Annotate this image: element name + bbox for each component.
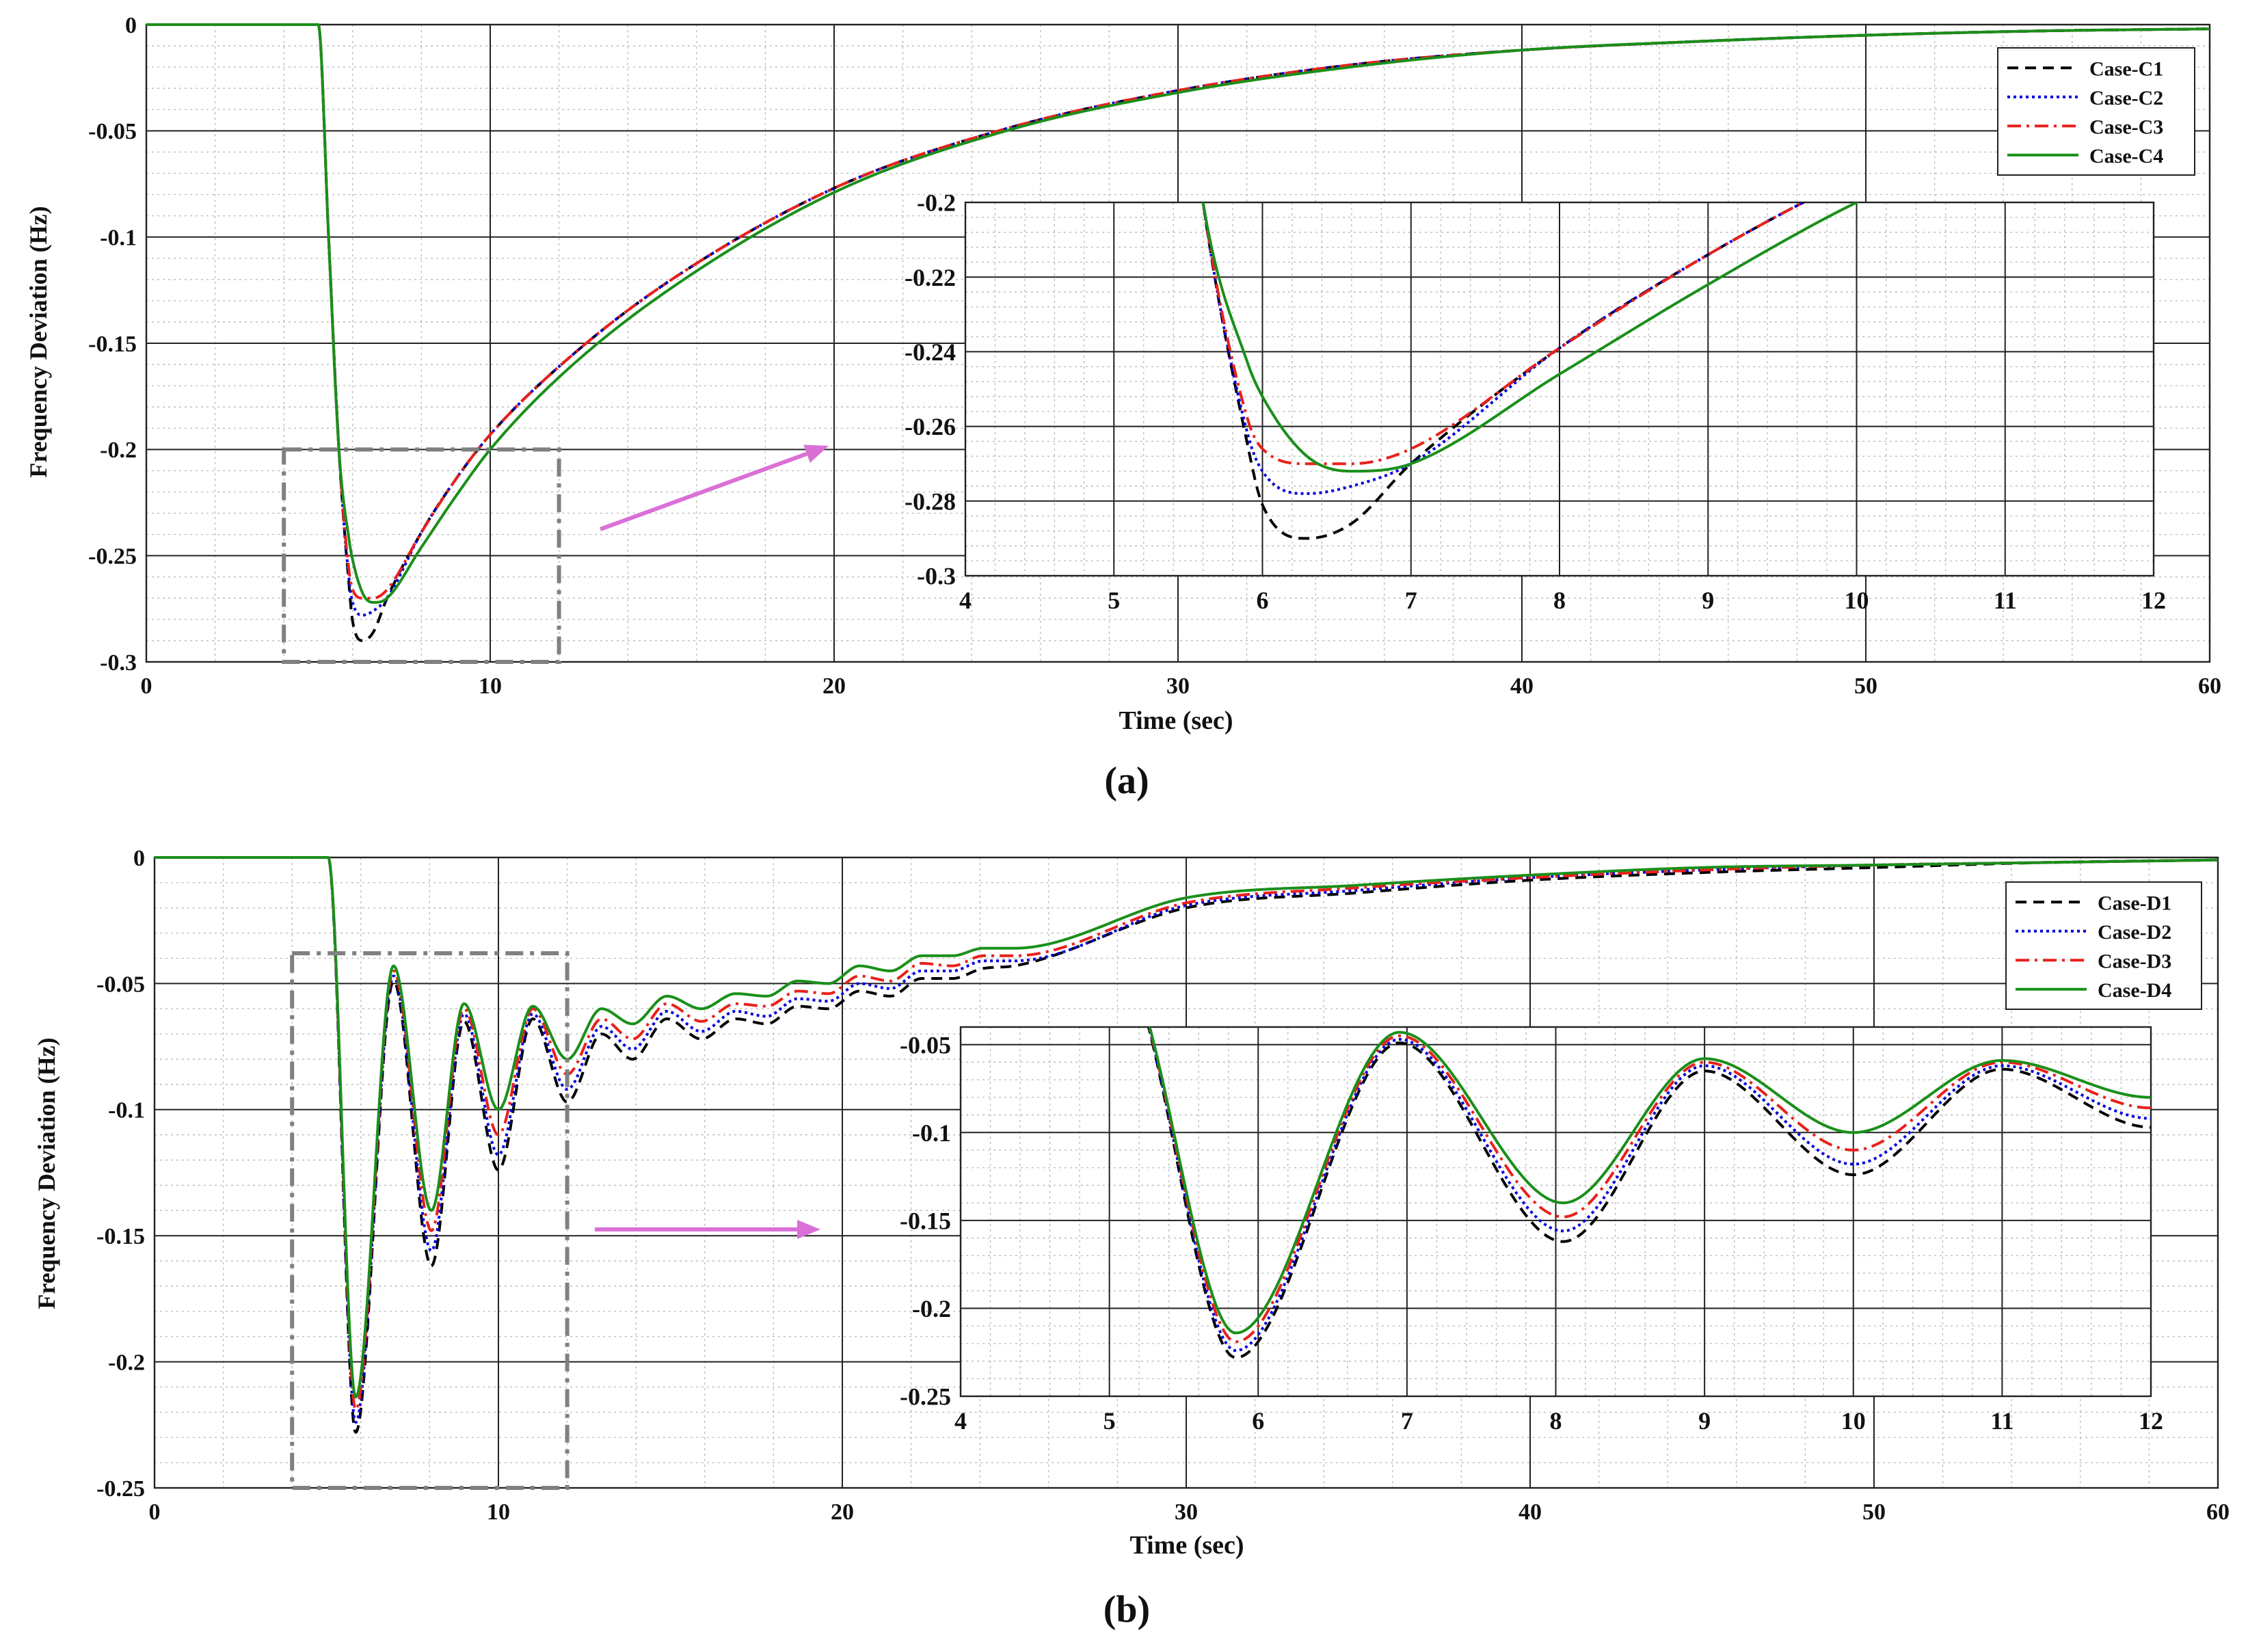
- main-y-tick-label: -0.3: [100, 650, 137, 676]
- main-x-tick-label: 50: [1862, 1500, 1886, 1525]
- inset-frame: [964, 201, 2155, 577]
- inset-x-tick-label: 4: [954, 1407, 967, 1435]
- panel-a: 0 10 20 30 40 50 600-0.05-0.1-0.15-0.2-0.25-0.…: [25, 13, 2221, 802]
- inset-x-tick-label: 10: [1845, 587, 1869, 614]
- inset-y-tick-label: -0.26: [905, 413, 956, 440]
- main-y-tick-label: -0.1: [108, 1098, 145, 1123]
- main-y-tick-label: -0.25: [88, 544, 137, 570]
- inset-y-tick-label: -0.24: [905, 338, 956, 366]
- inset-x-tick-label: 9: [1702, 587, 1714, 614]
- inset-x-tick-label: 4: [959, 587, 972, 614]
- inset-x-tick-label: 11: [1994, 587, 2017, 614]
- inset-axes: 4 5 6 7 8 9 10 11 12 -0.2 -0.22 -0.24 -0.26 -0.28 -0.3: [905, 189, 2166, 614]
- main-x-tick-label: 20: [831, 1500, 854, 1525]
- inset-x-tick-label: 7: [1405, 587, 1417, 614]
- x-axis-label: Time (sec): [1129, 1531, 1244, 1560]
- inset-x-tick-label: 12: [2139, 1407, 2163, 1435]
- main-x-tick-label: 0: [141, 674, 152, 699]
- main-x-tick-label: 60: [2198, 674, 2221, 699]
- main-x-tick-label: 0: [149, 1500, 161, 1525]
- main-y-tick-label: -0.05: [96, 972, 145, 997]
- main-y-tick-label: 0: [125, 13, 137, 38]
- inset-axes: 4 5 6 7 8 9 10 11 12 -0.05 -0.1 -0.15 -0.2 -0.25: [900, 1026, 2163, 1435]
- y-axis-label: Frequency Deviation (Hz): [25, 206, 52, 477]
- main-x-tick-label: 40: [1510, 674, 1534, 699]
- main-x-tick-label: 50: [1854, 674, 1877, 699]
- main-frame: [145, 23, 2211, 663]
- legend: Case-D1 Case-D2 Case-D3 Case-D4: [2005, 881, 2202, 1010]
- main-x-tick-label: 10: [487, 1500, 510, 1525]
- zoom-region-box: [290, 951, 570, 1491]
- legend-label: Case-D3: [2098, 950, 2171, 972]
- legend-label: Case-C4: [2089, 145, 2163, 168]
- zoom-arrow-shaft: [599, 451, 808, 531]
- inset-x-tick-label: 5: [1103, 1407, 1116, 1435]
- inset-series-line-case-d2: [1147, 1027, 2151, 1353]
- main-x-tick-label: 30: [1175, 1500, 1198, 1525]
- inset-y-tick-label: -0.25: [900, 1383, 951, 1411]
- inset-x-tick-label: 9: [1698, 1407, 1711, 1435]
- y-axis-label: Frequency Deviation (Hz): [33, 1037, 60, 1309]
- main-y-tick-label: -0.2: [100, 438, 137, 463]
- main-y-tick-label: 0: [133, 846, 145, 871]
- inset-x-tick-label: 12: [2141, 587, 2166, 614]
- zoom-arrow-head: [803, 444, 829, 463]
- legend-label: Case-C3: [2089, 116, 2163, 138]
- main-x-tick-label: 30: [1166, 674, 1190, 699]
- main-x-tick-label: 10: [479, 674, 502, 699]
- inset-y-tick-label: -0.28: [905, 488, 956, 515]
- main-x-tick-label: 20: [822, 674, 846, 699]
- inset-frame: [959, 1026, 2152, 1398]
- zoom-arrow-head: [797, 1220, 820, 1239]
- inset-series-line-case-d4: [1148, 1027, 2151, 1335]
- series-line-case-d1: [155, 856, 2218, 1434]
- legend: Case-C1 Case-C2 Case-C3 Case-C4: [1997, 47, 2195, 176]
- main-y-tick-label: -0.15: [88, 332, 137, 357]
- main-y-tick-label: -0.05: [88, 119, 137, 144]
- panel-caption: (a): [1104, 760, 1149, 802]
- inset-y-tick-label: -0.3: [917, 563, 956, 590]
- legend-label: Case-D4: [2098, 979, 2171, 1002]
- main-series: [155, 856, 2218, 1434]
- inset-y-tick-label: -0.05: [900, 1031, 951, 1058]
- legend-label: Case-D1: [2098, 892, 2171, 914]
- inset-x-tick-label: 8: [1550, 1407, 1562, 1435]
- inset-y-tick-label: -0.22: [905, 264, 956, 291]
- panel-caption: (b): [1103, 1588, 1150, 1631]
- main-x-tick-label: 40: [1518, 1500, 1542, 1525]
- main-frame: [153, 856, 2219, 1489]
- inset-x-tick-label: 7: [1401, 1407, 1413, 1435]
- inset-x-tick-label: 8: [1553, 587, 1566, 614]
- x-axis-label: Time (sec): [1119, 706, 1233, 735]
- inset-x-tick-label: 6: [1257, 587, 1269, 614]
- inset-series-line-case-c4: [1201, 202, 1860, 473]
- inset-x-tick-label: 11: [1990, 1407, 2013, 1435]
- legend-label: Case-D2: [2098, 921, 2171, 944]
- panel-b: 0 10 20 30 40 50 600-0.05-0.1-0.15-0.2-0.25Tim…: [33, 846, 2230, 1631]
- inset-y-tick-label: -0.2: [912, 1295, 951, 1322]
- inset-x-tick-label: 5: [1108, 587, 1120, 614]
- series-line-case-d4: [155, 856, 2218, 1399]
- inset-y-tick-label: -0.1: [912, 1119, 951, 1147]
- main-y-tick-label: -0.15: [96, 1224, 145, 1249]
- legend-label: Case-C2: [2089, 87, 2163, 109]
- inset-series: [1201, 202, 1860, 540]
- inset-series: [1147, 1027, 2151, 1359]
- main-x-tick-label: 60: [2206, 1500, 2230, 1525]
- main-y-tick-label: -0.25: [96, 1476, 145, 1502]
- inset-y-tick-label: -0.15: [900, 1207, 951, 1234]
- inset-x-tick-label: 10: [1841, 1407, 1866, 1435]
- inset-x-tick-label: 6: [1252, 1407, 1264, 1435]
- main-y-tick-label: -0.1: [100, 226, 137, 251]
- legend-label: Case-C1: [2089, 57, 2163, 80]
- main-y-tick-label: -0.2: [108, 1350, 145, 1376]
- inset-series-line-case-c2: [1201, 202, 1806, 495]
- zoom-region-box: [282, 447, 561, 664]
- inset-y-tick-label: -0.2: [917, 189, 956, 217]
